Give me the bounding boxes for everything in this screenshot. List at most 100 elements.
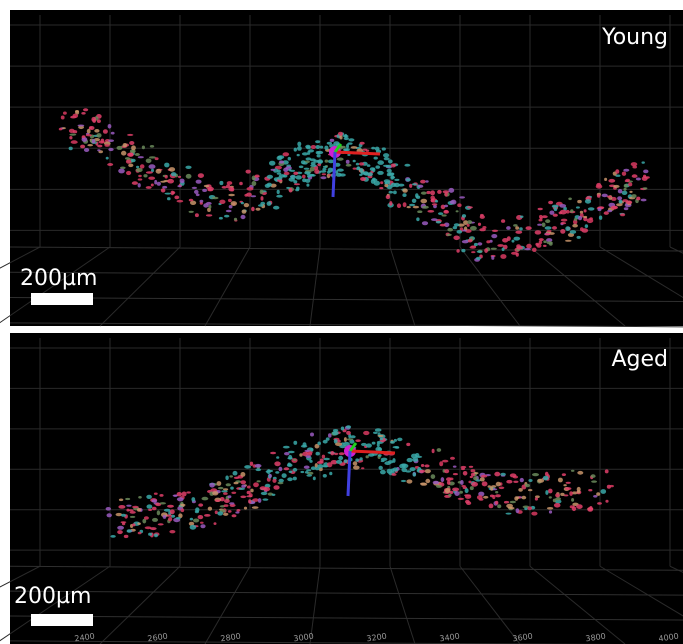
- cell: [160, 188, 166, 193]
- cell: [201, 496, 209, 501]
- cell: [565, 209, 570, 214]
- cell: [302, 174, 306, 179]
- cell: [468, 465, 474, 468]
- cell: [164, 162, 170, 168]
- cell: [381, 147, 386, 151]
- cell: [224, 499, 230, 503]
- cell: [228, 193, 235, 197]
- cell: [378, 465, 383, 470]
- cell: [531, 511, 538, 516]
- cell: [60, 115, 65, 120]
- cell: [177, 175, 182, 178]
- cell: [288, 187, 293, 193]
- cell: [169, 509, 175, 515]
- cell: [480, 213, 484, 217]
- cell: [185, 165, 192, 169]
- cell: [253, 482, 259, 488]
- axis-tick-label: 3600: [512, 632, 533, 644]
- cell: [227, 495, 232, 499]
- cell: [228, 198, 232, 203]
- cell: [469, 475, 473, 479]
- cell: [577, 470, 584, 475]
- cell: [316, 154, 321, 158]
- axis-y: [333, 143, 343, 153]
- cell: [452, 487, 460, 492]
- cell: [502, 238, 509, 243]
- cell: [154, 533, 158, 538]
- cell: [145, 186, 152, 189]
- grid-line: [204, 246, 251, 327]
- cell: [292, 467, 298, 472]
- cell: [118, 168, 125, 174]
- cell: [244, 465, 252, 469]
- cell: [193, 518, 200, 523]
- cell: [500, 254, 507, 259]
- cell: [144, 526, 152, 530]
- cell: [343, 441, 350, 447]
- axis-y: [348, 442, 358, 452]
- cell: [293, 171, 299, 175]
- cell: [518, 488, 523, 492]
- cell: [631, 194, 637, 199]
- cell: [388, 190, 394, 194]
- cell: [276, 189, 280, 195]
- cell: [304, 471, 309, 474]
- scale-bar: [31, 293, 93, 305]
- cell: [383, 157, 390, 161]
- cell: [621, 171, 627, 176]
- cell: [202, 188, 208, 192]
- cell: [314, 169, 320, 174]
- cell: [314, 463, 318, 468]
- cell: [415, 193, 419, 198]
- cell: [606, 195, 612, 198]
- cell: [77, 124, 85, 127]
- cell: [444, 222, 450, 228]
- cell: [333, 438, 338, 444]
- cell: [600, 489, 607, 494]
- cell: [440, 477, 445, 483]
- cell: [102, 129, 108, 134]
- grid-line: [99, 565, 181, 644]
- cell: [338, 452, 345, 456]
- cell: [394, 178, 400, 181]
- cell: [250, 195, 257, 198]
- cell: [274, 461, 281, 467]
- cell: [583, 215, 588, 219]
- cell: [339, 134, 343, 140]
- cell: [344, 148, 350, 152]
- cell: [477, 242, 483, 246]
- cell: [490, 247, 497, 250]
- cell: [91, 116, 97, 122]
- cell: [546, 241, 553, 245]
- cell: [373, 156, 378, 160]
- cell: [409, 183, 413, 188]
- cell: [241, 484, 246, 488]
- grid-line: [0, 246, 111, 324]
- grid-line: [9, 640, 618, 644]
- cell: [431, 218, 438, 222]
- cell: [282, 445, 290, 449]
- cell: [442, 190, 450, 194]
- cell: [94, 129, 100, 133]
- cell: [105, 507, 112, 511]
- cell: [552, 226, 557, 230]
- cell: [528, 489, 533, 492]
- cell: [568, 197, 572, 201]
- cell: [300, 160, 306, 165]
- cell: [546, 507, 554, 510]
- cell: [293, 183, 301, 186]
- cell: [320, 176, 327, 180]
- grid-line: [529, 246, 626, 327]
- cell: [513, 224, 518, 227]
- grid-line: [9, 271, 683, 277]
- cell: [225, 475, 229, 481]
- cell: [432, 480, 440, 485]
- cell: [310, 145, 317, 149]
- cell: [420, 198, 428, 204]
- cell: [470, 472, 475, 477]
- cell: [177, 185, 182, 188]
- cell: [359, 457, 363, 461]
- cell: [75, 110, 79, 113]
- cell: [178, 513, 183, 519]
- cell: [399, 463, 406, 469]
